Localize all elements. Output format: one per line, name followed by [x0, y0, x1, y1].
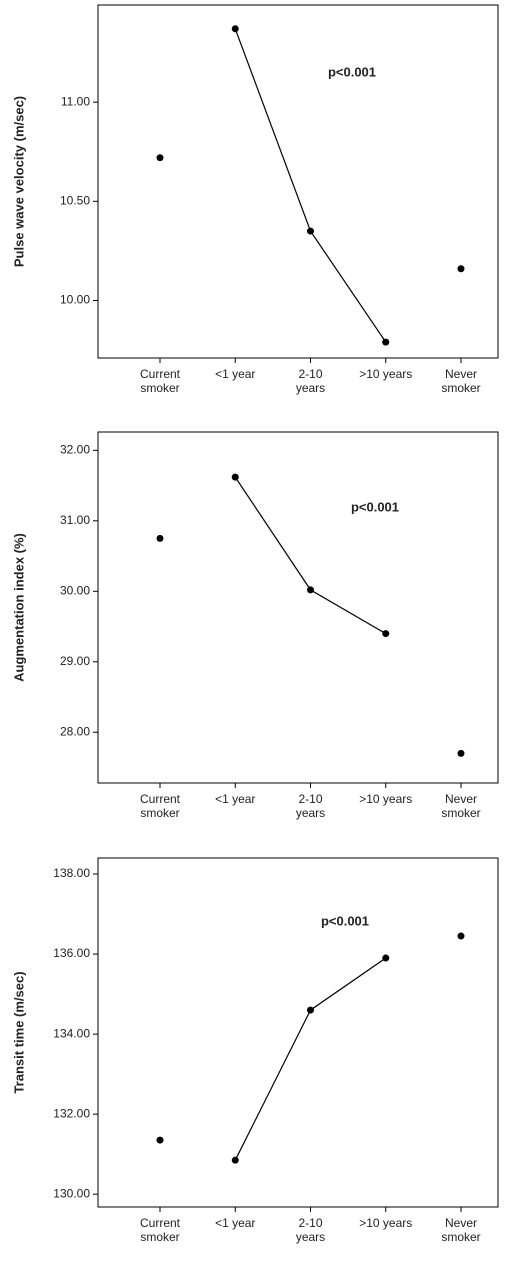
plot-frame — [97, 857, 499, 1208]
x-tick-label: Never — [445, 367, 477, 381]
point — [307, 227, 314, 235]
point — [457, 932, 465, 940]
x-tick-label: Never — [445, 1216, 477, 1230]
plot-frame — [97, 4, 499, 359]
line — [234, 957, 387, 1161]
x-tick-label: <1 year — [215, 1216, 255, 1230]
annotation: p<0.001 — [321, 913, 369, 928]
x-tick-label: Current — [140, 367, 181, 381]
point — [457, 265, 465, 273]
x-tick-label: >10 years — [359, 367, 412, 381]
point — [382, 630, 390, 638]
point — [231, 1156, 239, 1164]
x-tick-label: 2-10 — [298, 1216, 322, 1230]
x-tick-label: >10 years — [359, 792, 412, 806]
y-tick-label: 130.00 — [53, 1186, 90, 1200]
y-axis-label: Transit time (m/sec) — [11, 971, 26, 1093]
annotation: p<0.001 — [328, 64, 376, 79]
y-tick-label: 31.00 — [60, 513, 90, 527]
point — [382, 954, 390, 962]
point — [307, 1006, 314, 1014]
point — [231, 25, 239, 33]
x-tick-label: <1 year — [215, 367, 255, 381]
y-tick-label: 132.00 — [53, 1106, 90, 1120]
y-tick-label: 32.00 — [60, 442, 90, 456]
x-tick-label: Current — [140, 792, 181, 806]
x-tick-label: years — [296, 806, 325, 820]
y-tick-label: 10.00 — [60, 293, 90, 307]
x-tick-label: 2-10 — [298, 792, 322, 806]
x-tick-label: smoker — [441, 1230, 480, 1244]
plot-frame — [97, 431, 499, 784]
annotation: p<0.001 — [351, 499, 399, 514]
x-tick-label: <1 year — [215, 792, 255, 806]
x-tick-label: smoker — [140, 806, 179, 820]
x-tick-label: 2-10 — [298, 367, 322, 381]
y-tick-label: 10.50 — [60, 194, 90, 208]
point — [156, 154, 164, 162]
point — [457, 749, 465, 757]
point — [231, 473, 239, 481]
x-tick-label: smoker — [140, 381, 179, 395]
x-tick-label: Never — [445, 792, 477, 806]
y-tick-label: 28.00 — [60, 724, 90, 738]
x-tick-label: years — [296, 1230, 325, 1244]
y-axis-label: Augmentation index (%) — [11, 533, 26, 682]
y-tick-label: 134.00 — [53, 1026, 90, 1040]
x-tick-label: smoker — [441, 806, 480, 820]
point — [382, 338, 390, 346]
x-tick-label: years — [296, 381, 325, 395]
point — [156, 1136, 164, 1144]
point — [307, 586, 314, 594]
point — [156, 534, 164, 542]
y-tick-label: 136.00 — [53, 946, 90, 960]
y-axis-label: Pulse wave velocity (m/sec) — [11, 96, 26, 267]
y-tick-label: 11.00 — [61, 94, 90, 108]
x-tick-label: Current — [140, 1216, 181, 1230]
y-tick-label: 29.00 — [60, 654, 90, 668]
y-tick-label: 138.00 — [53, 866, 90, 880]
x-tick-label: smoker — [140, 1230, 179, 1244]
x-tick-label: smoker — [441, 381, 480, 395]
y-tick-label: 30.00 — [60, 583, 90, 597]
x-tick-label: >10 years — [359, 1216, 412, 1230]
